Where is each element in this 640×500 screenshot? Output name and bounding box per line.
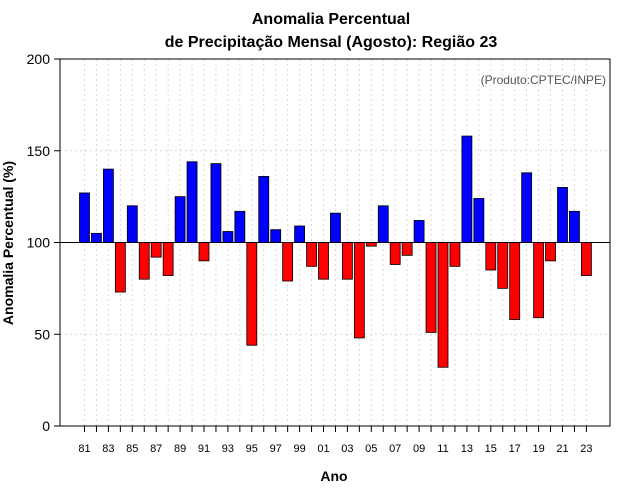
bar-2019 [533,242,544,319]
bar-2013 [461,135,473,243]
x-tick-label: 99 [293,443,305,455]
y-tick-label: 0 [42,418,50,434]
credit-label: (Produto:CPTEC/INPE) [481,73,606,87]
y-axis-label: Anomalia Percentual (%) [0,161,16,325]
x-tick-label: 17 [509,443,521,455]
x-tick-label: 89 [174,443,186,455]
bar-1997 [270,229,282,243]
x-tick-label: 07 [389,443,401,455]
x-tick-label: 91 [198,443,210,455]
bar-2020 [545,242,556,262]
x-tick-label: 15 [485,443,497,455]
x-tick-label: 85 [126,443,138,455]
bar-1983 [103,168,114,243]
bar-2006 [377,205,389,243]
bar-1984 [114,242,126,293]
y-axis: 0 50 100 150 200 [27,51,60,434]
x-tick-label: 13 [461,443,473,455]
bar-2011 [437,242,449,368]
bar-1981 [79,192,90,243]
bar-1986 [138,242,150,280]
bar-2004 [353,242,365,339]
bar-2023 [581,242,592,276]
y-tick-label: 50 [34,326,50,342]
bar-2018 [521,172,533,243]
bar-2022 [569,210,580,243]
y-tick-label: 150 [27,143,51,159]
bar-1992 [210,163,222,243]
bar-2007 [389,242,401,265]
bar-2008 [401,242,413,256]
bar-2000 [306,242,317,267]
bar-2021 [557,187,568,243]
chart-title-line1: Anomalia Percentual [252,11,410,28]
x-tick-label: 19 [532,443,544,455]
grid-lines [60,59,610,426]
y-tick-label: 100 [27,235,51,251]
bar-1985 [126,205,138,243]
bar-2016 [497,242,509,289]
bar-1988 [162,242,174,276]
x-tick-label: 95 [246,443,258,455]
bar-1996 [258,176,270,243]
bar-1990 [186,161,198,243]
bar-2009 [413,220,425,243]
y-tick-label: 200 [27,51,51,67]
bar-1993 [222,231,234,243]
bar-2005 [365,242,377,247]
bar-1995 [246,242,258,346]
x-axis: 81 83 85 87 89 91 93 95 97 99 01 03 05 07 09 11 13 15 17 19… [78,426,593,455]
x-tick-label: 23 [580,443,592,455]
chart-title-line2: de Precipitação Mensal (Agosto): Região … [165,34,498,51]
bar-1998 [282,242,294,282]
bar-1982 [91,232,102,243]
x-tick-label: 01 [317,443,329,455]
x-tick-label: 83 [102,443,114,455]
x-tick-label: 21 [556,443,568,455]
x-tick-label: 09 [413,443,425,455]
bar-2012 [449,242,461,267]
bar-2002 [330,212,341,243]
bar-1989 [174,196,186,243]
bar-2003 [341,242,353,280]
bar-2015 [485,242,497,271]
bar-1987 [150,242,162,258]
bar-1991 [198,242,210,262]
bar-1999 [294,225,306,243]
x-tick-label: 03 [341,443,353,455]
bar-2010 [425,242,437,333]
bar-series [79,135,592,368]
bar-1994 [234,210,246,243]
x-axis-label: Ano [320,468,347,484]
x-tick-label: 87 [150,443,162,455]
x-tick-label: 81 [78,443,90,455]
x-tick-label: 11 [437,443,448,455]
bar-2014 [473,198,485,243]
bar-2001 [318,242,329,280]
bar-2017 [509,242,521,320]
x-tick-label: 93 [222,443,234,455]
x-tick-label: 97 [270,443,282,455]
x-tick-label: 05 [365,443,377,455]
